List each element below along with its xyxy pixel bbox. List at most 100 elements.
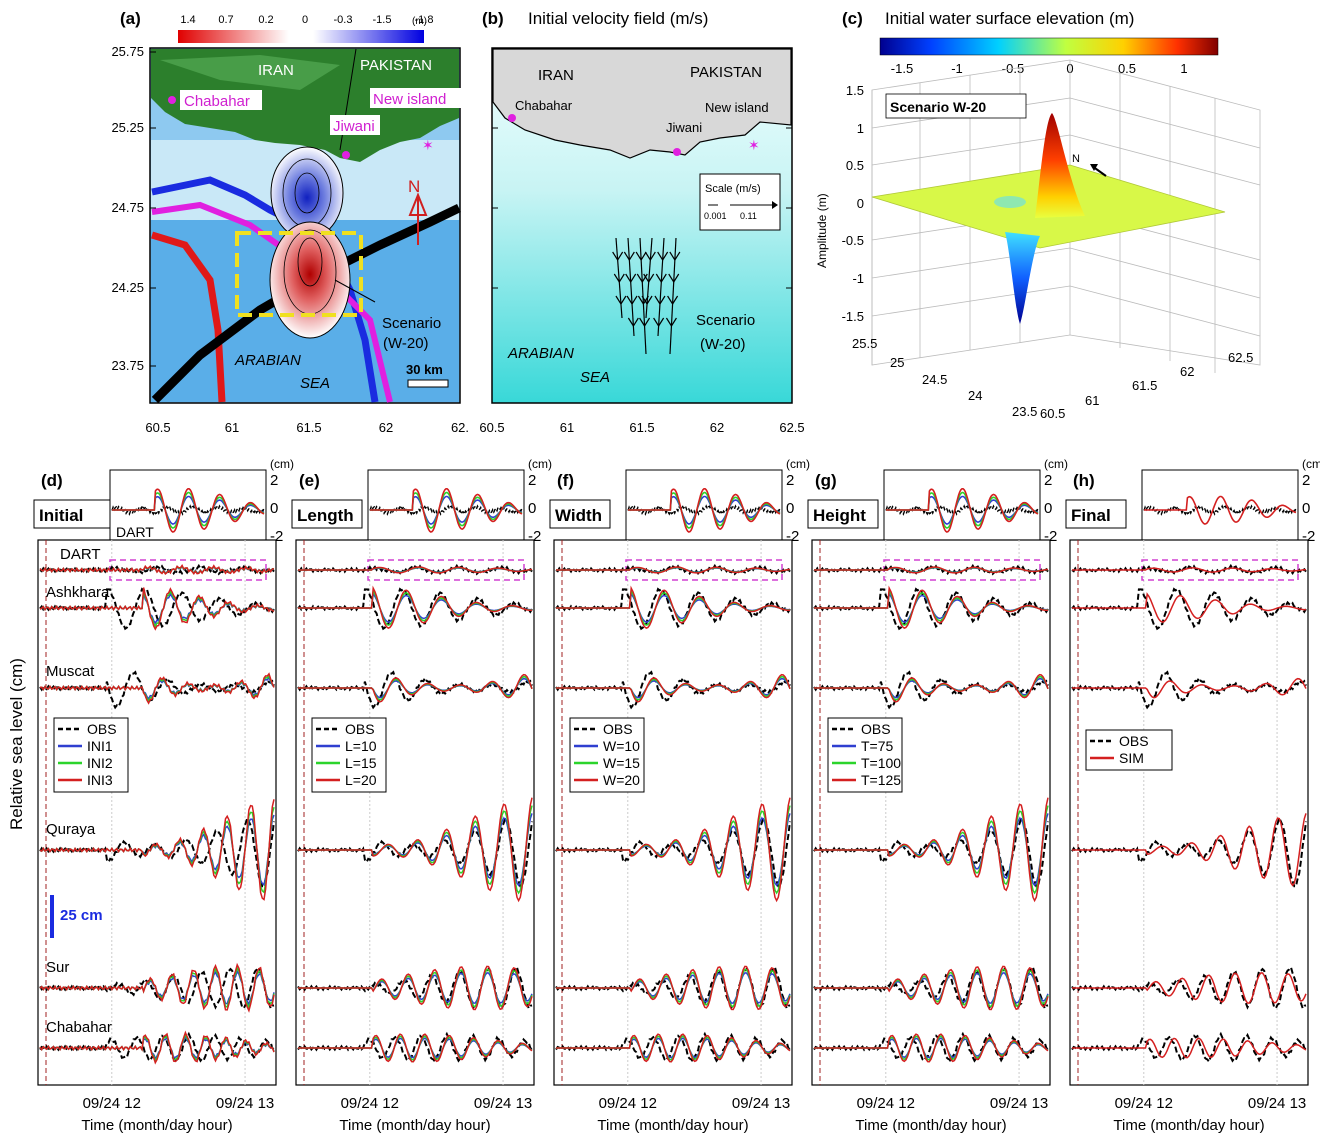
panel-name-box [1065,499,1127,529]
inset-sim-line [886,487,1039,533]
panel-c-z-label: Amplitude (m) [815,193,829,268]
obs-trace [39,563,275,576]
obs-trace [1071,563,1307,576]
inset-tick: 2 [786,472,794,489]
lon-tick: 62 [1180,364,1194,379]
panel-c-scenario-label: Scenario W-20 [890,99,986,115]
north-arrow-icon [408,192,428,216]
legend-label: L=20 [345,772,377,788]
obs-trace [297,670,533,710]
panel-a-red-fault [150,231,226,403]
panel-b-pakistan: PAKISTAN [690,64,762,81]
arrow-down-icon [637,295,649,306]
sim-trace [39,564,275,576]
x-tick: 09/24 13 [990,1095,1048,1112]
panel-c-north: N [1072,153,1080,165]
inset-obs-line [627,503,781,516]
lon-tick: 62.5 [1228,350,1253,365]
panel-a-iran: IRAN [258,62,294,79]
x-tick: 61.5 [629,420,654,435]
x-tick: 09/24 12 [341,1095,399,1112]
panel-a: (a) 1.4 0.7 0.2 0 -0.3 -1.5 -1.8 (m) N IRAN PA… [111,9,469,435]
sim-trace [298,566,533,574]
x-tick: 09/24 13 [1248,1095,1306,1112]
arrow-down-icon [643,273,655,284]
panel-c-colorbar-ticks: -1.5 -1 -0.5 0 0.5 1 [891,61,1188,76]
panel-c-axes: 1.5 1 0.5 0 -0.5 -1 -1.5 25.5 25 24.5 24 23.5 60.5 61… [842,83,1254,421]
sim-trace [39,962,275,1013]
inset-unit: (cm) [528,457,552,471]
arrow-down-icon [667,295,679,306]
lat-tick: 24.5 [922,372,947,387]
panel-b-axes: 60.5 61 61.5 62 62.5 [479,127,805,435]
inset-obs-line [885,503,1039,516]
lon-tick: 61 [1085,393,1099,408]
legend-label: INI3 [87,772,113,788]
jiwani-marker-icon [342,151,350,159]
tide-panel-initial: (d)Initial(cm)20-2DARTDARTAshkharaMuscat… [33,457,294,1134]
inset-tick: 0 [1302,500,1310,517]
x-tick: 09/24 12 [857,1095,915,1112]
sim-trace [556,1033,791,1063]
arrow-down-icon [655,273,667,284]
label-bg [330,115,380,135]
panel-name-box [33,499,115,529]
station-label: Chabahar [46,1019,112,1036]
panel-letter: (h) [1073,471,1095,490]
panel-b-sea-2: SEA [580,369,610,386]
obs-trace [813,670,1049,710]
colorbar-tick: -0.3 [334,14,353,26]
panel-letter: (g) [815,471,837,490]
panel-b-scenario: Scenario [696,312,755,329]
lat-tick: 25 [890,355,904,370]
obs-trace [813,563,1049,576]
sim-trace [39,672,275,705]
x-axis-label: Time (month/day hour) [339,1117,490,1134]
panel-letter: (d) [41,471,63,490]
jiwani-marker-icon [673,148,681,156]
velocity-arrow [627,237,635,337]
panel-a-contour [294,172,320,214]
chabahar-marker-icon [168,96,176,104]
sim-trace [814,673,1049,703]
inset-obs-line [111,503,265,516]
sim-trace [814,585,1049,629]
y-axis-label: Relative sea level (cm) [7,658,26,830]
inset-tick: 2 [270,472,278,489]
sim-trace [556,797,791,903]
x-tick: 09/24 13 [474,1095,532,1112]
panel-a-scale: 30 km [406,362,443,377]
legend-label: L=15 [345,755,377,771]
panel-b-scale-v2: 0.11 [740,211,757,221]
x-tick: 62 [710,420,724,435]
panel-name: Final [1071,506,1111,525]
obs-trace [555,587,791,631]
legend-label: INI1 [87,738,113,754]
sim-trace [298,585,533,629]
inset-unit: (cm) [786,457,810,471]
panel-a-sea-2: SEA [300,375,330,392]
inset-tick: 0 [786,500,794,517]
inset-sim-line [628,487,781,533]
tide-plot-frame [295,539,535,1086]
y-tick: 24.75 [111,200,144,215]
colorbar-tick: -1.5 [891,61,913,76]
panel-a-land-highlands [160,55,340,90]
panel-a-north: N [408,177,420,196]
legend-label: OBS [87,721,117,737]
panel-letter: (e) [299,471,320,490]
x-tick: 61 [225,420,239,435]
station-label: Sur [46,959,69,976]
panel-a-pointer [334,279,376,303]
z-tick: -1 [852,271,864,286]
panel-a-colorbar [178,30,424,43]
z-tick: -0.5 [842,233,864,248]
obs-trace [297,587,533,631]
obs-trace [39,670,275,710]
colorbar-tick: 0 [302,14,308,26]
sim-trace [1072,813,1307,887]
x-tick: 61.5 [296,420,321,435]
lat-tick: 23.5 [1012,404,1037,419]
lat-tick: 24 [968,388,982,403]
